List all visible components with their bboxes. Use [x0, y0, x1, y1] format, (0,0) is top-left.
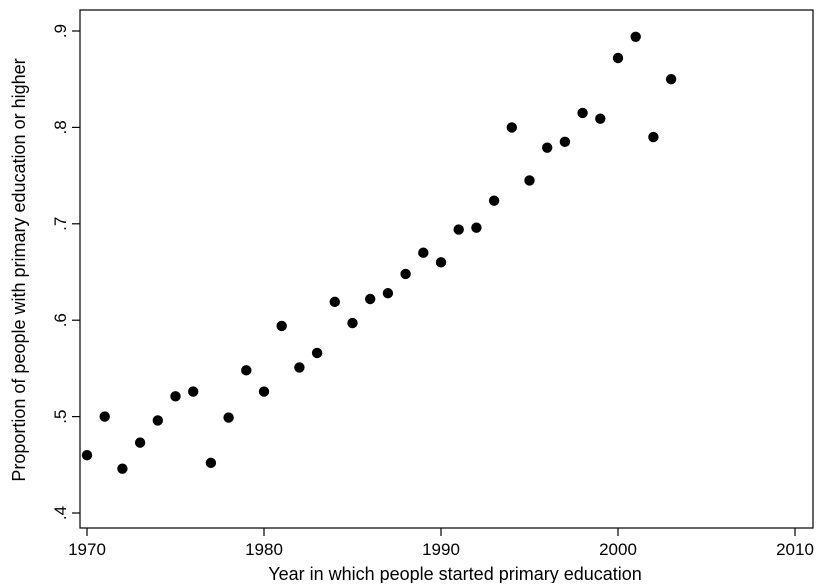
plot-border	[79, 9, 814, 529]
data-point	[152, 415, 163, 426]
data-point	[134, 437, 146, 448]
data-point	[170, 391, 181, 402]
y-tick-label: .9	[51, 24, 70, 38]
data-point	[223, 412, 234, 423]
y-tick-label: .4	[51, 506, 70, 520]
data-point	[630, 31, 641, 42]
x-tick-label: 2010	[776, 540, 814, 559]
data-point	[400, 268, 411, 280]
y-axis: .4 .5 .6 .7 .8 .9	[51, 24, 80, 520]
data-point	[418, 247, 429, 258]
data-point	[205, 457, 217, 469]
data-points	[81, 31, 677, 474]
data-point	[559, 136, 571, 148]
data-point	[117, 463, 128, 474]
y-tick-label: .7	[51, 217, 70, 231]
plot-frame	[79, 9, 814, 529]
data-point	[595, 113, 606, 124]
data-point	[648, 131, 659, 143]
x-tick-label: 1980	[245, 540, 283, 559]
data-point	[258, 386, 270, 397]
data-point	[382, 288, 394, 299]
data-point	[612, 52, 624, 64]
data-point	[542, 142, 553, 153]
data-point	[81, 449, 93, 461]
x-tick-label: 1970	[68, 540, 106, 559]
x-axis: 1970 1980 1990 2000 2010	[68, 528, 814, 559]
data-point	[488, 195, 500, 206]
y-axis-title: Proportion of people with primary educat…	[9, 58, 29, 481]
data-point	[99, 411, 110, 422]
data-point	[294, 362, 305, 373]
data-point	[276, 320, 287, 332]
data-point	[241, 365, 252, 376]
data-point	[471, 222, 482, 233]
y-tick-label: .8	[51, 120, 70, 134]
y-tick-label: .5	[51, 410, 70, 424]
data-point	[453, 224, 464, 235]
data-point	[506, 122, 517, 133]
data-point	[665, 74, 677, 85]
data-point	[311, 347, 323, 359]
x-axis-title: Year in which people started primary edu…	[268, 564, 642, 583]
x-tick-label: 1990	[422, 540, 460, 559]
data-point	[435, 257, 447, 268]
y-tick-label: .6	[51, 313, 70, 327]
x-tick-label: 2000	[599, 540, 637, 559]
data-point	[188, 386, 199, 397]
data-point	[577, 107, 588, 119]
data-point	[524, 175, 535, 186]
data-point	[347, 317, 358, 329]
data-point	[329, 296, 340, 308]
data-point	[365, 293, 376, 305]
